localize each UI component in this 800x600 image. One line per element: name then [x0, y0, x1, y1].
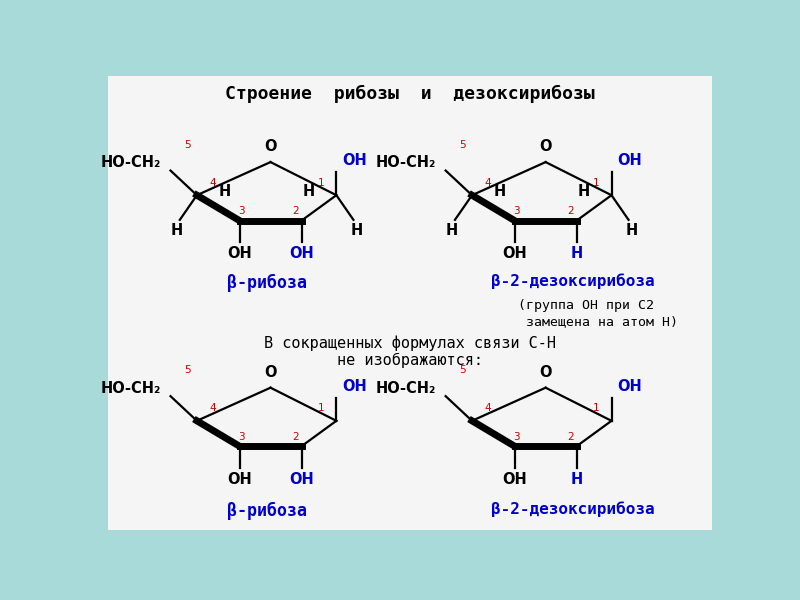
- Text: OH: OH: [618, 153, 642, 168]
- Text: O: O: [539, 139, 552, 154]
- Text: 4: 4: [485, 403, 491, 413]
- Text: 4: 4: [210, 178, 216, 187]
- Text: HO-CH₂: HO-CH₂: [101, 381, 162, 396]
- Text: H: H: [570, 246, 582, 261]
- Text: OH: OH: [502, 246, 527, 261]
- Text: 5: 5: [459, 365, 466, 376]
- Text: HO-CH₂: HO-CH₂: [376, 381, 436, 396]
- Text: H: H: [570, 472, 582, 487]
- Text: 1: 1: [593, 178, 599, 187]
- Text: β-рибоза: β-рибоза: [226, 274, 306, 292]
- Text: 3: 3: [513, 431, 520, 442]
- Text: 5: 5: [184, 365, 191, 376]
- Text: 1: 1: [318, 403, 324, 413]
- Text: H: H: [302, 184, 314, 199]
- Text: 5: 5: [459, 140, 466, 150]
- Text: OH: OH: [289, 472, 314, 487]
- Text: H: H: [218, 184, 231, 199]
- Text: β-2-дезоксирибоза: β-2-дезоксирибоза: [491, 274, 655, 289]
- Text: OH: OH: [618, 379, 642, 394]
- Text: β-2-дезоксирибоза: β-2-дезоксирибоза: [491, 502, 655, 517]
- Text: 5: 5: [184, 140, 191, 150]
- Text: H: H: [350, 223, 362, 238]
- Text: 1: 1: [593, 403, 599, 413]
- Text: В сокращенных формулах связи С-Н: В сокращенных формулах связи С-Н: [264, 335, 556, 351]
- Text: H: H: [578, 184, 590, 199]
- Text: 3: 3: [513, 206, 520, 216]
- Text: OH: OH: [227, 246, 252, 261]
- Text: O: O: [264, 365, 277, 380]
- Text: замещена на атом Н): замещена на атом Н): [518, 316, 678, 328]
- Text: 3: 3: [238, 206, 245, 216]
- Text: OH: OH: [342, 153, 367, 168]
- Text: 2: 2: [567, 206, 574, 216]
- Text: OH: OH: [227, 472, 252, 487]
- Text: H: H: [446, 223, 458, 238]
- Text: H: H: [170, 223, 183, 238]
- Text: не изображаются:: не изображаются:: [337, 352, 483, 368]
- Text: O: O: [539, 365, 552, 380]
- Text: H: H: [494, 184, 506, 199]
- Text: H: H: [626, 223, 638, 238]
- Text: HO-CH₂: HO-CH₂: [101, 155, 162, 170]
- Text: 3: 3: [238, 431, 245, 442]
- Text: Строение  рибозы  и  дезоксирибозы: Строение рибозы и дезоксирибозы: [225, 85, 595, 103]
- Text: β-рибоза: β-рибоза: [226, 502, 306, 520]
- Text: OH: OH: [342, 379, 367, 394]
- Text: OH: OH: [289, 246, 314, 261]
- Text: 4: 4: [210, 403, 216, 413]
- Text: 2: 2: [292, 431, 298, 442]
- FancyBboxPatch shape: [108, 76, 712, 530]
- Text: 2: 2: [567, 431, 574, 442]
- Text: (группа ОН при С2: (группа ОН при С2: [518, 299, 654, 312]
- Text: HO-CH₂: HO-CH₂: [376, 155, 436, 170]
- Text: OH: OH: [502, 472, 527, 487]
- Text: 2: 2: [292, 206, 298, 216]
- Text: 4: 4: [485, 178, 491, 187]
- Text: O: O: [264, 139, 277, 154]
- Text: 1: 1: [318, 178, 324, 187]
